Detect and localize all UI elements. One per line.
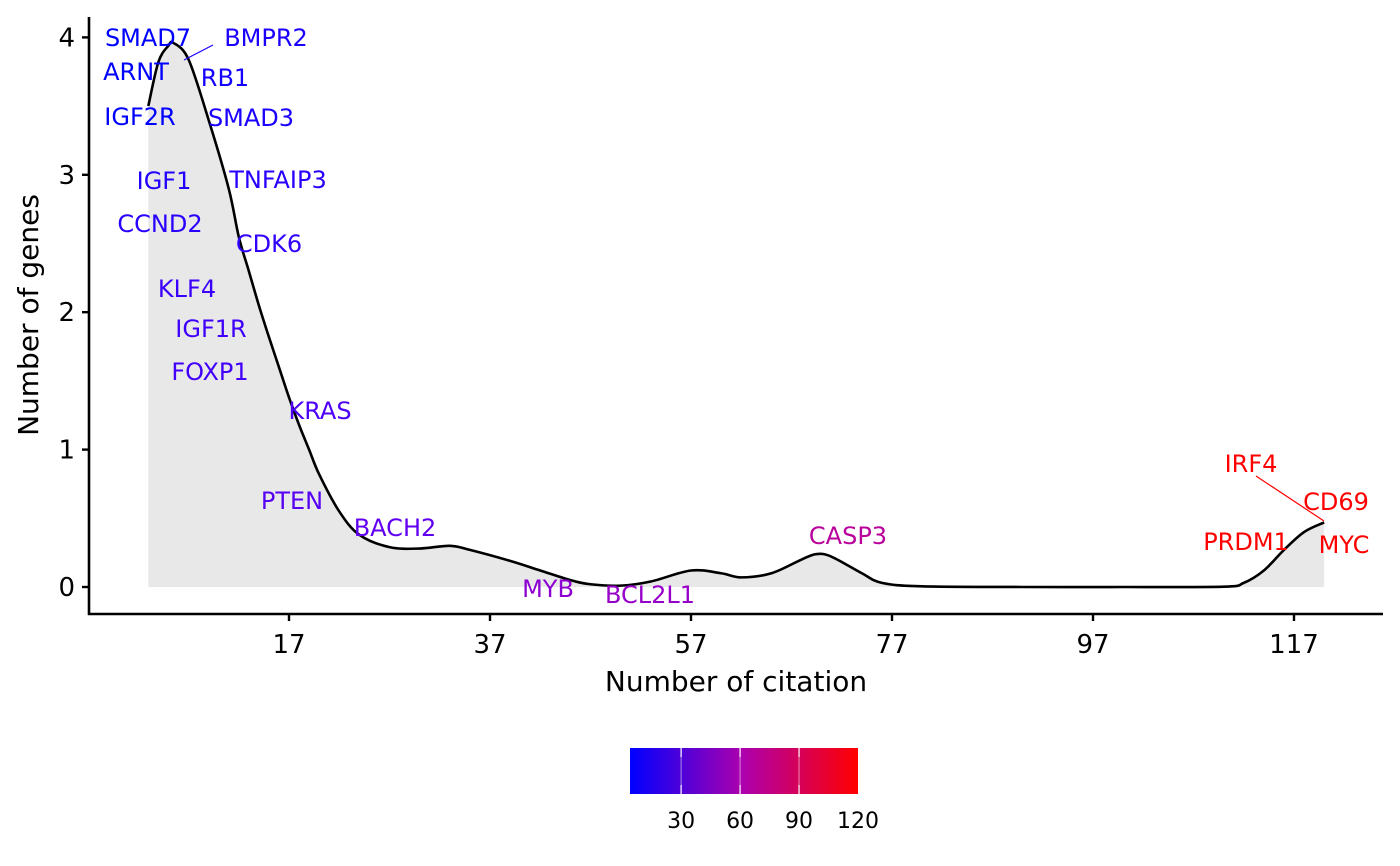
colorbar-gradient [630, 748, 858, 794]
gene-label-myc: MYC [1319, 531, 1370, 559]
y-tick-label: 3 [58, 161, 75, 191]
y-axis-title: Number of genes [12, 194, 45, 436]
y-tick-label: 0 [58, 573, 75, 603]
x-tick-label: 117 [1269, 630, 1319, 660]
x-tick-label: 37 [473, 630, 506, 660]
plot-area: SMAD7 BMPR2 ARNT RB1 IGF2R SMAD3 IGF1 TNFAIP3 CC… [103, 24, 1369, 609]
density-fill-area [148, 41, 1325, 588]
x-axis-ticks: 17 37 57 77 97 117 [272, 614, 1319, 660]
gene-label-arnt: ARNT [103, 58, 169, 86]
gene-label-tnfaip3: TNFAIP3 [228, 166, 326, 194]
gene-label-cdk6: CDK6 [236, 230, 302, 258]
gene-label-igf2r: IGF2R [104, 103, 175, 131]
x-tick-label: 57 [674, 630, 707, 660]
gene-label-klf4: KLF4 [158, 275, 216, 303]
label-connector-line [183, 44, 214, 61]
gene-label-myb: MYB [522, 575, 574, 603]
y-axis-ticks: 0 1 2 3 4 [58, 23, 89, 603]
gene-label-igf1r: IGF1R [175, 315, 246, 343]
gene-label-smad7: SMAD7 [105, 24, 191, 52]
colorbar-tick-label: 30 [667, 809, 695, 834]
colorbar-tick-label: 60 [726, 809, 754, 834]
gene-label-kras: KRAS [288, 397, 351, 425]
gene-label-bmpr2: BMPR2 [224, 24, 308, 52]
y-tick-label: 2 [58, 298, 75, 328]
gene-label-smad3: SMAD3 [208, 104, 294, 132]
colorbar-tick-label: 120 [837, 809, 879, 834]
gene-label-foxp1: FOXP1 [171, 358, 248, 386]
gene-label-bach2: BACH2 [354, 514, 437, 542]
gene-labels: SMAD7 BMPR2 ARNT RB1 IGF2R SMAD3 IGF1 TNFAIP3 CC… [103, 24, 1369, 609]
x-tick-label: 97 [1076, 630, 1109, 660]
label-connector-line [1255, 475, 1325, 522]
gene-label-casp3: CASP3 [809, 522, 887, 550]
y-tick-label: 1 [58, 436, 75, 466]
y-tick-label: 4 [58, 23, 75, 53]
x-tick-label: 77 [875, 630, 908, 660]
colorbar-ticks: 30 60 90 120 [667, 748, 879, 834]
gene-label-bcl2l1: BCL2L1 [605, 581, 695, 609]
colorbar-legend: 30 60 90 120 [630, 748, 879, 834]
density-curve-line [147, 40, 1325, 589]
x-axis-title: Number of citation [605, 665, 867, 698]
gene-label-igf1: IGF1 [137, 167, 192, 195]
gene-label-irf4: IRF4 [1225, 450, 1278, 478]
x-tick-label: 17 [272, 630, 305, 660]
gene-label-prdm1: PRDM1 [1203, 528, 1289, 556]
gene-label-pten: PTEN [261, 487, 323, 515]
gene-label-ccnd2: CCND2 [117, 210, 202, 238]
colorbar-tick-label: 90 [785, 809, 813, 834]
gene-label-cd69: CD69 [1303, 488, 1369, 516]
gene-label-rb1: RB1 [201, 64, 249, 92]
